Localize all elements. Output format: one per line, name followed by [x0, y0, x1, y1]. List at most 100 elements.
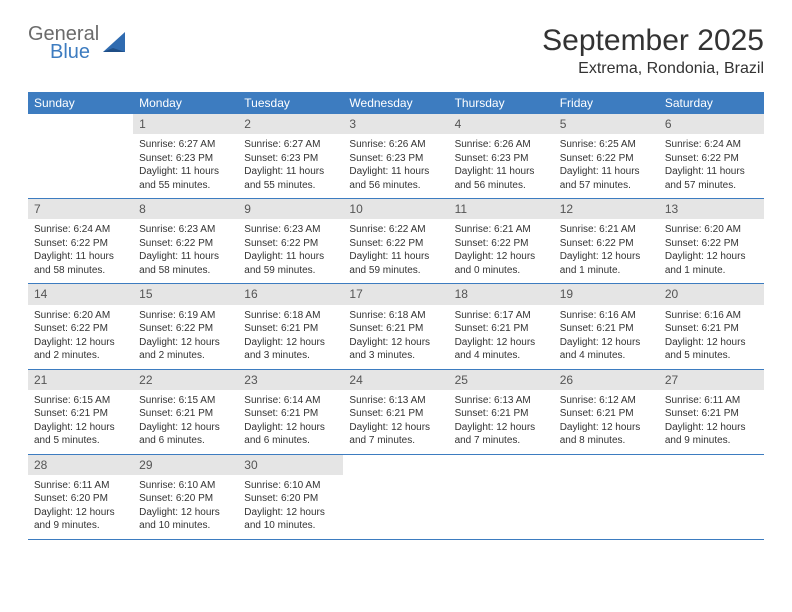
day-body: Sunrise: 6:21 AMSunset: 6:22 PMDaylight:… — [554, 219, 659, 283]
daylight-text: Daylight: 12 hours and 0 minutes. — [455, 250, 548, 277]
day-body: Sunrise: 6:24 AMSunset: 6:22 PMDaylight:… — [659, 134, 764, 198]
sunrise-text: Sunrise: 6:20 AM — [34, 309, 127, 323]
day-cell: 24Sunrise: 6:13 AMSunset: 6:21 PMDayligh… — [343, 370, 448, 454]
day-body — [343, 475, 448, 485]
sunset-text: Sunset: 6:22 PM — [139, 322, 232, 336]
day-body: Sunrise: 6:16 AMSunset: 6:21 PMDaylight:… — [554, 305, 659, 369]
day-body — [449, 475, 554, 485]
day-cell: 11Sunrise: 6:21 AMSunset: 6:22 PMDayligh… — [449, 199, 554, 283]
day-number: 8 — [133, 199, 238, 219]
daylight-text: Daylight: 12 hours and 4 minutes. — [455, 336, 548, 363]
day-cell: 15Sunrise: 6:19 AMSunset: 6:22 PMDayligh… — [133, 284, 238, 368]
day-body: Sunrise: 6:16 AMSunset: 6:21 PMDaylight:… — [659, 305, 764, 369]
day-body: Sunrise: 6:13 AMSunset: 6:21 PMDaylight:… — [449, 390, 554, 454]
day-number: 3 — [343, 114, 448, 134]
sunset-text: Sunset: 6:22 PM — [560, 152, 653, 166]
sunset-text: Sunset: 6:20 PM — [139, 492, 232, 506]
day-number: 21 — [28, 370, 133, 390]
day-body: Sunrise: 6:11 AMSunset: 6:21 PMDaylight:… — [659, 390, 764, 454]
day-body: Sunrise: 6:14 AMSunset: 6:21 PMDaylight:… — [238, 390, 343, 454]
day-body: Sunrise: 6:18 AMSunset: 6:21 PMDaylight:… — [343, 305, 448, 369]
day-cell: 23Sunrise: 6:14 AMSunset: 6:21 PMDayligh… — [238, 370, 343, 454]
day-number: 29 — [133, 455, 238, 475]
week-row: 21Sunrise: 6:15 AMSunset: 6:21 PMDayligh… — [28, 370, 764, 455]
day-cell: 8Sunrise: 6:23 AMSunset: 6:22 PMDaylight… — [133, 199, 238, 283]
calendar-grid: SundayMondayTuesdayWednesdayThursdayFrid… — [28, 92, 764, 540]
day-number: 14 — [28, 284, 133, 304]
week-row: 1Sunrise: 6:27 AMSunset: 6:23 PMDaylight… — [28, 114, 764, 199]
sunrise-text: Sunrise: 6:15 AM — [139, 394, 232, 408]
daylight-text: Daylight: 11 hours and 58 minutes. — [34, 250, 127, 277]
day-body: Sunrise: 6:25 AMSunset: 6:22 PMDaylight:… — [554, 134, 659, 198]
day-body: Sunrise: 6:12 AMSunset: 6:21 PMDaylight:… — [554, 390, 659, 454]
sunset-text: Sunset: 6:21 PM — [455, 322, 548, 336]
day-cell: 14Sunrise: 6:20 AMSunset: 6:22 PMDayligh… — [28, 284, 133, 368]
day-cell: 29 Sunrise: 6:10 AMSunset: 6:20 PMDayligh… — [133, 455, 238, 539]
sunset-text: Sunset: 6:22 PM — [560, 237, 653, 251]
sunset-text: Sunset: 6:22 PM — [455, 237, 548, 251]
day-cell: 3Sunrise: 6:26 AMSunset: 6:23 PMDaylight… — [343, 114, 448, 198]
day-number: 10 — [343, 199, 448, 219]
day-number — [28, 114, 133, 134]
day-number: 15 — [133, 284, 238, 304]
day-cell: 7Sunrise: 6:24 AMSunset: 6:22 PMDaylight… — [28, 199, 133, 283]
daylight-text: Daylight: 11 hours and 55 minutes. — [139, 165, 232, 192]
daylight-text: Daylight: 12 hours and 9 minutes. — [665, 421, 758, 448]
sunset-text: Sunset: 6:23 PM — [455, 152, 548, 166]
daylight-text: Daylight: 12 hours and 9 minutes. — [34, 506, 127, 533]
weeks-container: 1Sunrise: 6:27 AMSunset: 6:23 PMDaylight… — [28, 114, 764, 540]
sunrise-text: Sunrise: 6:10 AM — [139, 479, 232, 493]
day-number: 18 — [449, 284, 554, 304]
sunrise-text: Sunrise: 6:15 AM — [34, 394, 127, 408]
day-number: 20 — [659, 284, 764, 304]
day-body: Sunrise: 6:13 AMSunset: 6:21 PMDaylight:… — [343, 390, 448, 454]
sail-icon — [103, 32, 131, 56]
sunrise-text: Sunrise: 6:25 AM — [560, 138, 653, 152]
day-number — [343, 455, 448, 475]
day-number: 24 — [343, 370, 448, 390]
day-number: 25 — [449, 370, 554, 390]
sunset-text: Sunset: 6:23 PM — [244, 152, 337, 166]
day-body — [28, 134, 133, 144]
weekday-header-row: SundayMondayTuesdayWednesdayThursdayFrid… — [28, 92, 764, 114]
sunset-text: Sunset: 6:20 PM — [244, 492, 337, 506]
day-cell: 26Sunrise: 6:12 AMSunset: 6:21 PMDayligh… — [554, 370, 659, 454]
day-number: 13 — [659, 199, 764, 219]
header-row: General Blue September 2025 Extrema, Ron… — [28, 24, 764, 78]
weekday-header: Monday — [133, 92, 238, 114]
day-number: 27 — [659, 370, 764, 390]
day-body: Sunrise: 6:20 AMSunset: 6:22 PMDaylight:… — [28, 305, 133, 369]
day-body: Sunrise: 6:26 AMSunset: 6:23 PMDaylight:… — [343, 134, 448, 198]
day-body: Sunrise: 6:18 AMSunset: 6:21 PMDaylight:… — [238, 305, 343, 369]
sunset-text: Sunset: 6:22 PM — [244, 237, 337, 251]
day-cell-empty — [343, 455, 448, 539]
daylight-text: Daylight: 12 hours and 7 minutes. — [455, 421, 548, 448]
day-body: Sunrise: 6:22 AMSunset: 6:22 PMDaylight:… — [343, 219, 448, 283]
day-cell: 27Sunrise: 6:11 AMSunset: 6:21 PMDayligh… — [659, 370, 764, 454]
sunrise-text: Sunrise: 6:24 AM — [34, 223, 127, 237]
day-cell: 1Sunrise: 6:27 AMSunset: 6:23 PMDaylight… — [133, 114, 238, 198]
day-cell-empty — [449, 455, 554, 539]
day-number: 28 — [28, 455, 133, 475]
sunset-text: Sunset: 6:21 PM — [139, 407, 232, 421]
day-cell: 16Sunrise: 6:18 AMSunset: 6:21 PMDayligh… — [238, 284, 343, 368]
sunrise-text: Sunrise: 6:19 AM — [139, 309, 232, 323]
day-number: 2 — [238, 114, 343, 134]
sunrise-text: Sunrise: 6:24 AM — [665, 138, 758, 152]
day-cell: 12Sunrise: 6:21 AMSunset: 6:22 PMDayligh… — [554, 199, 659, 283]
weekday-header: Saturday — [659, 92, 764, 114]
sunrise-text: Sunrise: 6:27 AM — [139, 138, 232, 152]
daylight-text: Daylight: 11 hours and 58 minutes. — [139, 250, 232, 277]
sunrise-text: Sunrise: 6:26 AM — [349, 138, 442, 152]
day-body: Sunrise: 6:20 AMSunset: 6:22 PMDaylight:… — [659, 219, 764, 283]
daylight-text: Daylight: 12 hours and 10 minutes. — [139, 506, 232, 533]
sunrise-text: Sunrise: 6:18 AM — [244, 309, 337, 323]
daylight-text: Daylight: 12 hours and 7 minutes. — [349, 421, 442, 448]
day-number: 5 — [554, 114, 659, 134]
sunrise-text: Sunrise: 6:18 AM — [349, 309, 442, 323]
daylight-text: Daylight: 11 hours and 57 minutes. — [665, 165, 758, 192]
day-body: Sunrise: 6:19 AMSunset: 6:22 PMDaylight:… — [133, 305, 238, 369]
day-body — [554, 475, 659, 485]
day-body: Sunrise: 6:11 AMSunset: 6:20 PMDaylight:… — [28, 475, 133, 539]
day-body: Sunrise: 6:21 AMSunset: 6:22 PMDaylight:… — [449, 219, 554, 283]
